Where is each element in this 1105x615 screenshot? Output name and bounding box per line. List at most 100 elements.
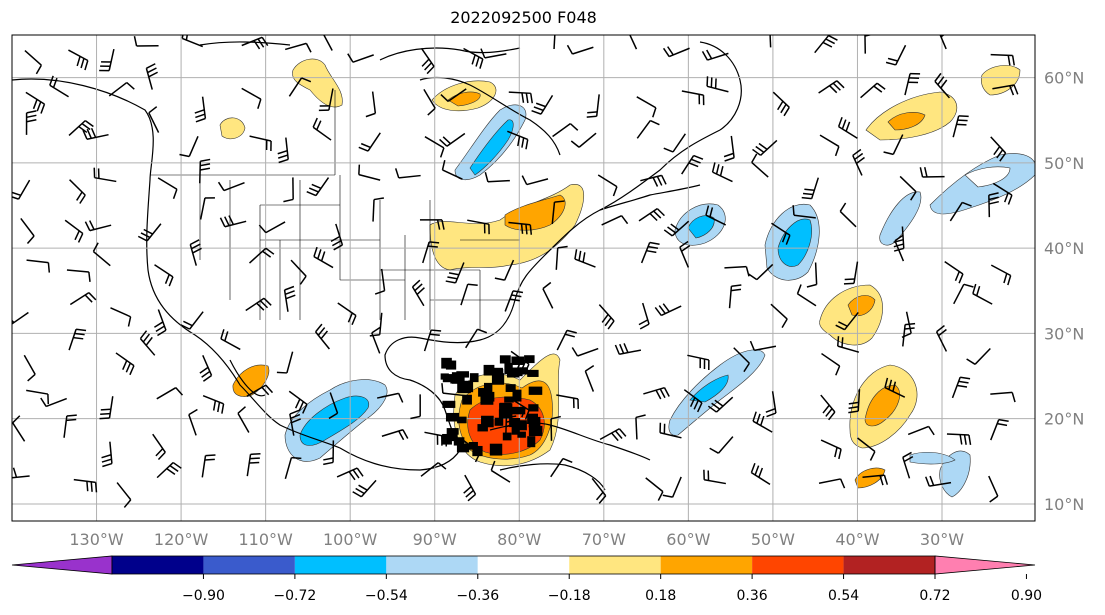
storm-flag xyxy=(447,431,458,442)
wind-barb xyxy=(599,428,627,442)
wind-barb xyxy=(84,220,112,232)
wind-barb xyxy=(643,386,670,400)
wind-barb xyxy=(883,134,904,156)
longitude-label: 60°W xyxy=(666,530,710,549)
wind-barb xyxy=(662,476,682,498)
wind-barb xyxy=(792,205,816,219)
wind-barb xyxy=(571,347,599,357)
wind-barb xyxy=(241,87,262,109)
wind-barb xyxy=(907,425,935,436)
wind-barb xyxy=(330,223,344,251)
storm-flag xyxy=(462,394,472,405)
colorbar-label: −0.54 xyxy=(365,588,408,604)
wind-barb xyxy=(199,197,215,220)
wind-barb xyxy=(885,44,907,66)
wind-barb xyxy=(818,80,845,94)
wind-barb xyxy=(371,326,381,354)
storm-flag xyxy=(512,389,522,402)
wind-barb xyxy=(283,285,296,312)
wind-barb xyxy=(463,474,477,502)
wind-barb xyxy=(110,307,132,327)
wind-barb xyxy=(92,242,111,267)
wind-barb xyxy=(990,418,1009,441)
wind-barb xyxy=(705,205,727,226)
wind-barb xyxy=(423,88,436,116)
colorbar-segment xyxy=(112,556,204,574)
wind-barb xyxy=(992,84,1019,96)
wind-barb xyxy=(69,292,97,306)
storm-flag xyxy=(456,443,470,453)
colorbar-label: −0.36 xyxy=(456,588,499,604)
longitude-label: 70°W xyxy=(582,530,626,549)
latitude-label: 50°N xyxy=(1044,154,1084,173)
colorbar-outline xyxy=(111,555,936,575)
wind-barb xyxy=(550,415,561,441)
wind-barb xyxy=(733,347,750,373)
colorbar-label: 0.72 xyxy=(919,588,950,604)
longitude-label: 40°W xyxy=(835,530,879,549)
wind-barb xyxy=(723,135,735,162)
colorbar-label: 0.18 xyxy=(645,588,676,604)
wind-barb xyxy=(709,436,734,454)
wind-barb xyxy=(12,311,29,325)
storm-flag xyxy=(498,409,513,419)
wind-barb xyxy=(189,239,202,266)
wind-barb xyxy=(899,175,917,201)
shade-eatl-orange xyxy=(864,384,900,427)
wind-barb xyxy=(365,91,377,118)
wind-barb xyxy=(584,365,595,392)
storm-flag xyxy=(499,402,512,411)
wind-barb xyxy=(683,389,703,413)
wind-barb xyxy=(574,249,596,268)
wind-barb xyxy=(843,261,859,285)
longitude-labels: 130°W 120°W 110°W 100°W 90°W 80°W 70°W 60°W 50°W… xyxy=(69,530,964,549)
shade-atl1-blue xyxy=(687,215,715,239)
wind-barb xyxy=(750,463,771,486)
wind-barb xyxy=(570,132,597,148)
wind-barb xyxy=(801,177,820,200)
wind-barb xyxy=(480,48,507,59)
wind-barb xyxy=(852,148,865,176)
wind-barb xyxy=(990,53,1015,66)
storm-flag xyxy=(528,416,541,428)
storm-flag xyxy=(509,418,521,428)
wind-barb xyxy=(202,395,225,414)
wind-barb xyxy=(835,311,859,331)
shade-se-orange xyxy=(854,467,886,489)
wind-barb xyxy=(156,461,182,479)
wind-barb xyxy=(504,290,524,312)
wind-barb xyxy=(441,383,465,397)
wind-barb xyxy=(687,354,710,370)
wind-barb xyxy=(681,90,705,106)
wind-barb xyxy=(73,478,98,493)
wind-barb xyxy=(179,135,199,158)
storm-flag xyxy=(494,417,504,426)
map-title: 2022092500 F048 xyxy=(450,8,597,27)
wind-barb xyxy=(934,72,951,99)
storm-flag xyxy=(478,388,487,397)
wind-barb xyxy=(180,311,204,330)
wind-barb xyxy=(410,394,421,420)
storm-flag xyxy=(491,373,505,385)
wind-barb xyxy=(551,200,565,225)
wind-barb xyxy=(101,441,113,468)
longitude-label: 50°W xyxy=(751,530,795,549)
wind-barb xyxy=(508,91,534,104)
storm-flag xyxy=(442,400,456,408)
wind-barb xyxy=(949,201,972,222)
wind-barb xyxy=(99,48,115,72)
longitude-label: 130°W xyxy=(69,530,124,549)
wind-barb xyxy=(701,49,729,61)
colorbar: −0.90 −0.72 −0.54 −0.36 −0.18 0.18 0.36 0.54 0.7… xyxy=(11,555,1042,604)
wind-barb xyxy=(837,116,858,139)
wind-barb xyxy=(992,182,1013,205)
wind-barb xyxy=(614,343,642,355)
storm-flag xyxy=(512,367,523,377)
shade-hudson-blue xyxy=(469,119,514,176)
wind-barb xyxy=(258,221,286,234)
wind-barb xyxy=(108,81,135,97)
colorbar-label: 0.90 xyxy=(1011,588,1042,604)
wind-barb xyxy=(820,439,842,460)
wind-barb xyxy=(635,414,646,440)
